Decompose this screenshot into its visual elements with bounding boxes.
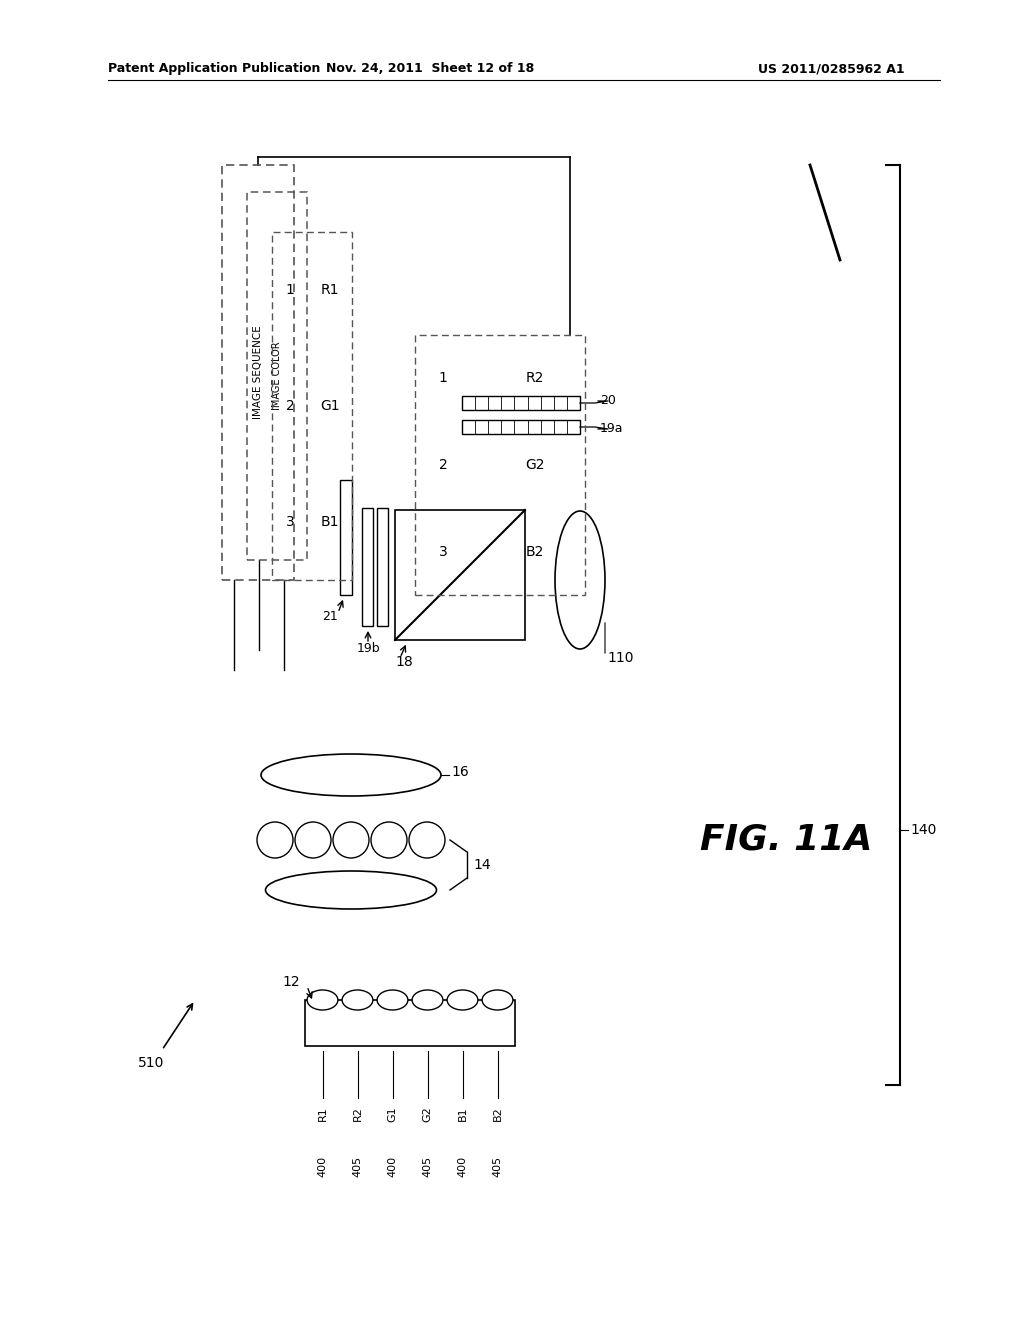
Text: 16: 16 (451, 766, 469, 779)
Text: B2: B2 (493, 1106, 503, 1121)
Bar (222, 165, 294, 579)
Text: 19b: 19b (356, 642, 380, 655)
Text: 140: 140 (910, 822, 936, 837)
Text: 3: 3 (438, 545, 447, 558)
Circle shape (409, 822, 445, 858)
Bar (462, 420, 580, 434)
Circle shape (333, 822, 369, 858)
Bar (272, 232, 352, 579)
Ellipse shape (447, 990, 478, 1010)
Text: 110: 110 (607, 651, 634, 665)
Text: 2: 2 (286, 399, 294, 413)
Ellipse shape (265, 871, 436, 909)
Ellipse shape (482, 990, 513, 1010)
Text: IMAGE SEQUENCE: IMAGE SEQUENCE (253, 326, 263, 420)
Text: G2: G2 (423, 1106, 432, 1122)
Text: IMAGE COLOR: IMAGE COLOR (272, 342, 282, 411)
Text: 400: 400 (387, 1156, 397, 1177)
Text: 405: 405 (493, 1156, 503, 1177)
Ellipse shape (555, 511, 605, 649)
Text: B1: B1 (321, 515, 339, 529)
Text: 405: 405 (352, 1156, 362, 1177)
Text: Nov. 24, 2011  Sheet 12 of 18: Nov. 24, 2011 Sheet 12 of 18 (326, 62, 535, 75)
Bar (377, 508, 388, 626)
Text: 21: 21 (323, 610, 338, 623)
Text: 510: 510 (138, 1056, 165, 1071)
Bar (415, 335, 585, 595)
Text: 400: 400 (458, 1156, 468, 1177)
Bar (340, 480, 352, 595)
Text: Patent Application Publication: Patent Application Publication (108, 62, 321, 75)
Ellipse shape (412, 990, 443, 1010)
Text: FIG. 11A: FIG. 11A (700, 822, 872, 857)
Text: R2: R2 (352, 1106, 362, 1121)
Text: 12: 12 (283, 975, 300, 989)
Text: B2: B2 (525, 545, 544, 558)
Text: R2: R2 (525, 371, 544, 385)
Ellipse shape (261, 754, 441, 796)
Circle shape (257, 822, 293, 858)
Ellipse shape (307, 990, 338, 1010)
Text: 1: 1 (286, 282, 295, 297)
Text: R1: R1 (317, 1106, 328, 1121)
Bar (305, 1001, 515, 1045)
Text: R1: R1 (321, 282, 339, 297)
Text: 18: 18 (395, 655, 413, 669)
Ellipse shape (377, 990, 408, 1010)
Text: 3: 3 (286, 515, 294, 529)
Text: 400: 400 (317, 1156, 328, 1177)
Text: 405: 405 (423, 1156, 432, 1177)
Text: G2: G2 (525, 458, 545, 473)
Ellipse shape (342, 990, 373, 1010)
Bar (247, 191, 307, 560)
Bar (395, 510, 525, 640)
Text: B1: B1 (458, 1106, 468, 1121)
Text: US 2011/0285962 A1: US 2011/0285962 A1 (758, 62, 904, 75)
Bar (362, 508, 373, 626)
Text: 2: 2 (438, 458, 447, 473)
Circle shape (371, 822, 407, 858)
Bar (462, 396, 580, 411)
Text: G1: G1 (387, 1106, 397, 1122)
Text: 20: 20 (600, 395, 615, 408)
Text: 1: 1 (438, 371, 447, 385)
Circle shape (295, 822, 331, 858)
Text: 14: 14 (473, 858, 490, 873)
Text: G1: G1 (321, 399, 340, 413)
Text: 19a: 19a (600, 422, 624, 436)
